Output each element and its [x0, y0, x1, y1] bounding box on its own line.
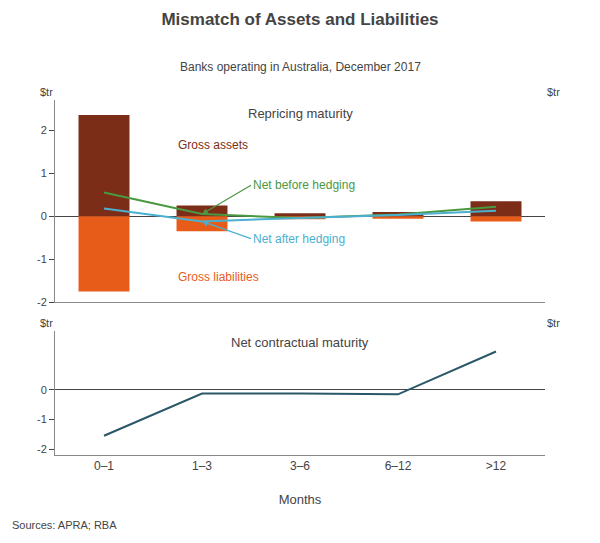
svg-text:Mismatch of Assets and Liabili: Mismatch of Assets and Liabilities	[161, 10, 438, 29]
svg-text:-2: -2	[37, 296, 47, 308]
svg-text:$tr: $tr	[40, 86, 53, 98]
svg-text:0: 0	[41, 384, 47, 396]
svg-text:Net before hedging: Net before hedging	[253, 178, 355, 192]
svg-text:3–6: 3–6	[290, 459, 310, 473]
svg-text:Banks operating in Australia,: Banks operating in Australia, December 2…	[180, 60, 421, 74]
svg-text:Months: Months	[279, 492, 322, 507]
svg-text:>12: >12	[486, 459, 507, 473]
svg-text:$tr: $tr	[40, 317, 53, 329]
svg-text:$tr: $tr	[547, 86, 560, 98]
svg-text:Net after hedging: Net after hedging	[253, 232, 345, 246]
svg-text:Gross assets: Gross assets	[178, 138, 248, 152]
svg-text:Repricing maturity: Repricing maturity	[248, 106, 353, 121]
svg-text:Sources: APRA; RBA: Sources: APRA; RBA	[12, 519, 117, 531]
svg-text:-2: -2	[37, 443, 47, 455]
svg-text:6–12: 6–12	[385, 459, 412, 473]
svg-text:0–1: 0–1	[94, 459, 114, 473]
svg-text:Net contractual maturity: Net contractual maturity	[231, 335, 369, 350]
svg-text:$tr: $tr	[547, 317, 560, 329]
svg-text:1–3: 1–3	[192, 459, 212, 473]
svg-text:-1: -1	[37, 413, 47, 425]
svg-text:1: 1	[41, 167, 47, 179]
svg-text:2: 2	[41, 124, 47, 136]
svg-text:Gross liabilities: Gross liabilities	[178, 270, 259, 284]
svg-text:-1: -1	[37, 253, 47, 265]
svg-text:0: 0	[41, 210, 47, 222]
